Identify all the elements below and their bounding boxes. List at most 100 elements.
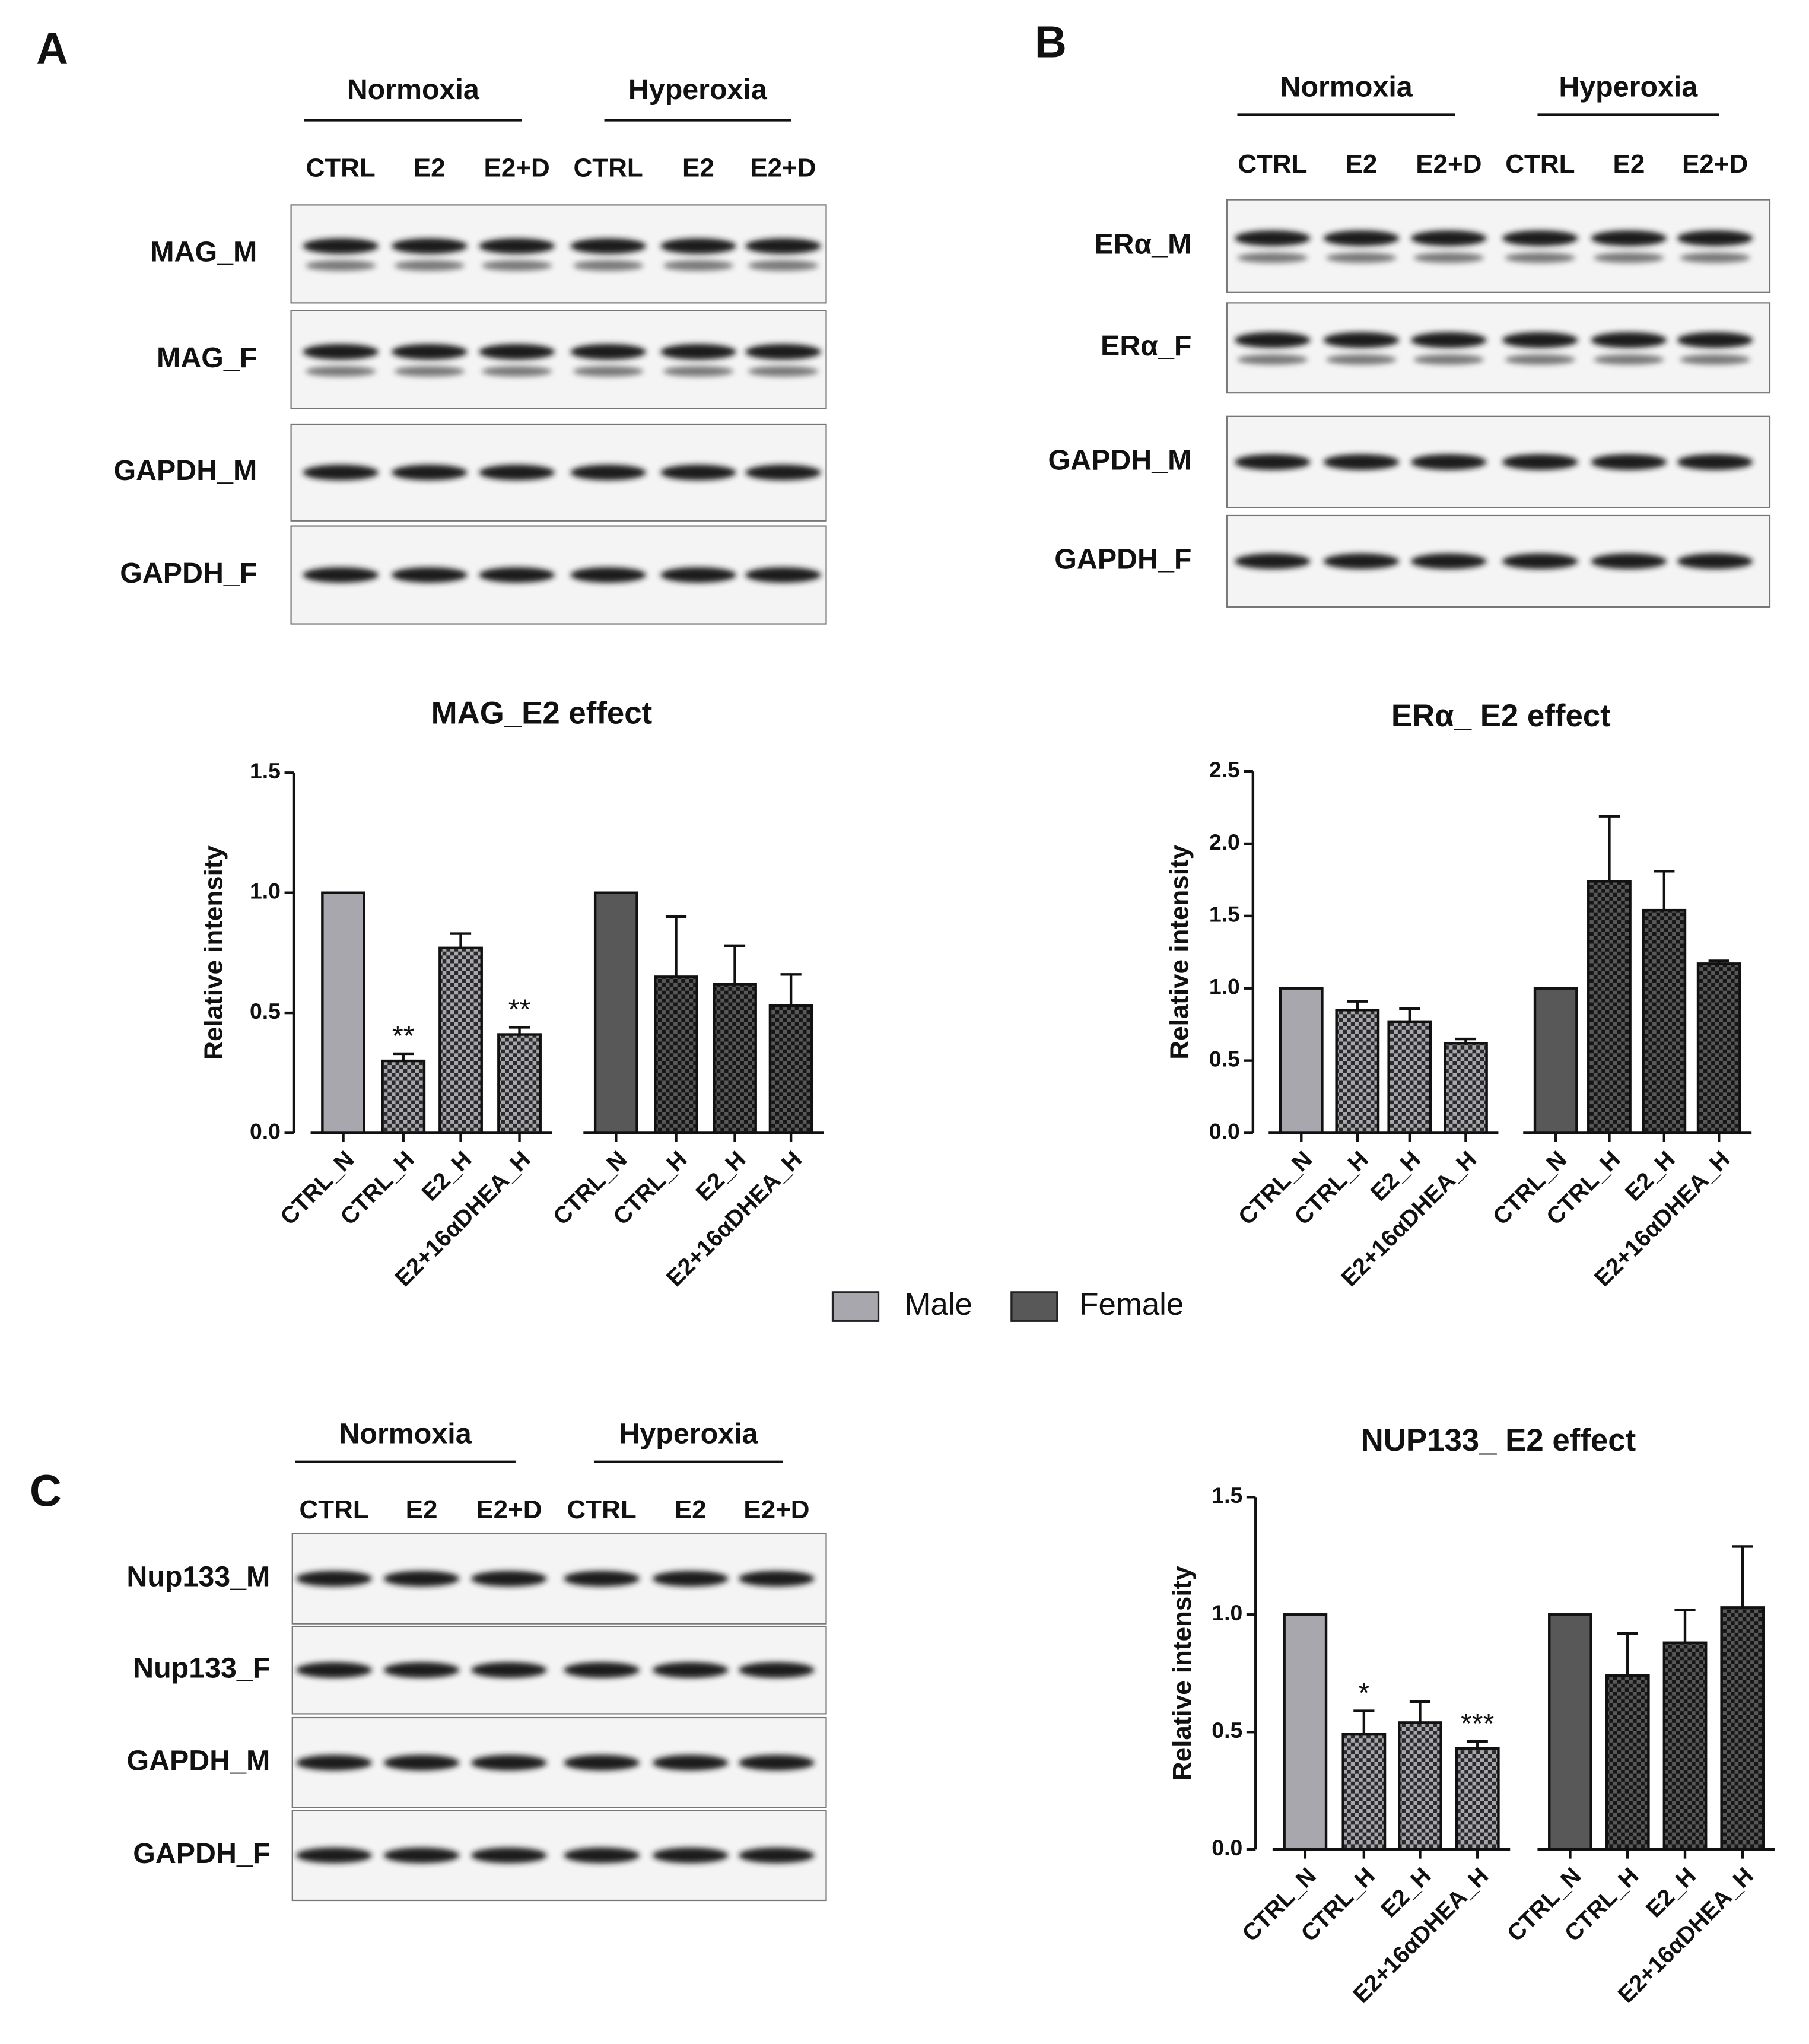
y-tick-label: 2.5 (1209, 757, 1240, 782)
band (471, 1662, 547, 1678)
legend-swatch (831, 1291, 880, 1322)
band (570, 238, 646, 254)
band (1677, 553, 1753, 570)
band (391, 238, 468, 254)
group-label: Normoxia (1280, 71, 1413, 103)
group-label: Hyperoxia (628, 74, 768, 106)
band (479, 344, 555, 360)
lane-label: CTRL (300, 1495, 369, 1524)
blot-frame (291, 1533, 827, 1625)
band (479, 465, 555, 481)
panel-letter: C (30, 1466, 62, 1516)
bar (713, 983, 757, 1134)
row-label: Nup133_M (126, 1561, 270, 1593)
band (1323, 230, 1400, 246)
band (573, 260, 644, 271)
lane-label: E2 (1613, 150, 1645, 179)
band (570, 465, 646, 481)
lane-label: E2 (1346, 150, 1378, 179)
chart-title: MAG_E2 effect (431, 695, 653, 730)
lane-label: E2+D (484, 154, 550, 183)
bar (1341, 1733, 1387, 1851)
significance: ** (392, 1020, 415, 1052)
band (1411, 454, 1487, 470)
lane-label: CTRL (567, 1495, 637, 1524)
group-label: Normoxia (347, 74, 480, 106)
band (1411, 230, 1487, 246)
y-tick-label: 0.0 (1209, 1118, 1240, 1143)
band (1502, 332, 1578, 348)
band (564, 1662, 640, 1678)
lane-label: E2 (414, 154, 446, 183)
bar (1398, 1721, 1442, 1851)
band (471, 1847, 547, 1864)
band (1680, 354, 1751, 365)
row-label: GAPDH_M (1048, 444, 1192, 476)
bar (1605, 1674, 1650, 1851)
band (1505, 252, 1576, 263)
band (383, 1571, 460, 1587)
band (1411, 332, 1487, 348)
band (748, 260, 819, 271)
band (383, 1754, 460, 1771)
band (1326, 354, 1397, 365)
chart-title: NUP133_ E2 effect (1361, 1423, 1636, 1458)
row-label: GAPDH_F (120, 557, 257, 589)
y-tick-label: 1.0 (1212, 1600, 1242, 1625)
band (739, 1847, 815, 1864)
band (1235, 230, 1311, 246)
bar (1279, 987, 1324, 1134)
y-tick-label: 0.0 (250, 1118, 281, 1143)
band (1594, 252, 1664, 263)
band (663, 260, 734, 271)
y-tick-label: 0.5 (1212, 1718, 1242, 1743)
lane-label: CTRL (1238, 150, 1307, 179)
band (745, 567, 821, 583)
lane-label: E2 (406, 1495, 438, 1524)
band (296, 1847, 372, 1864)
band (1677, 230, 1753, 246)
band (1591, 332, 1667, 348)
band (1591, 553, 1667, 570)
y-tick-label: 0.0 (1212, 1835, 1242, 1860)
group-label: Normoxia (339, 1418, 472, 1450)
bar (438, 946, 483, 1134)
blot-frame (290, 525, 827, 625)
bar (768, 1004, 813, 1134)
band (1677, 332, 1753, 348)
band (652, 1571, 729, 1587)
blot-frame (1226, 199, 1771, 293)
band (652, 1847, 729, 1864)
band (1235, 454, 1311, 470)
bar (593, 891, 638, 1134)
y-tick-label: 2.0 (1209, 829, 1240, 854)
y-tick-label: 1.0 (250, 879, 281, 904)
y-axis-label: Relative intensity (1168, 1566, 1197, 1781)
band (1594, 354, 1664, 365)
lane-label: E2 (675, 1495, 707, 1524)
bar (1283, 1613, 1328, 1851)
lane-label: E2 (682, 154, 714, 183)
band (1505, 354, 1576, 365)
group-label: Hyperoxia (619, 1418, 758, 1450)
band (479, 567, 555, 583)
band (1502, 553, 1578, 570)
y-tick-label: 1.5 (1212, 1483, 1242, 1508)
blot-frame (1226, 302, 1771, 394)
lane-label: CTRL (1505, 150, 1575, 179)
row-label: GAPDH_M (113, 454, 257, 487)
y-tick-label: 1.5 (1209, 902, 1240, 927)
bar (1455, 1747, 1500, 1851)
row-label: ERα_M (1094, 228, 1191, 260)
lane-label: CTRL (306, 154, 376, 183)
band (471, 1754, 547, 1771)
bar (1533, 987, 1578, 1134)
band (1411, 553, 1487, 570)
lane-label: E2+D (1682, 150, 1748, 179)
band (303, 567, 379, 583)
band (652, 1754, 729, 1771)
y-tick-label: 1.0 (1209, 974, 1240, 999)
y-tick-label: 1.5 (250, 758, 281, 783)
bar (1335, 1009, 1380, 1134)
